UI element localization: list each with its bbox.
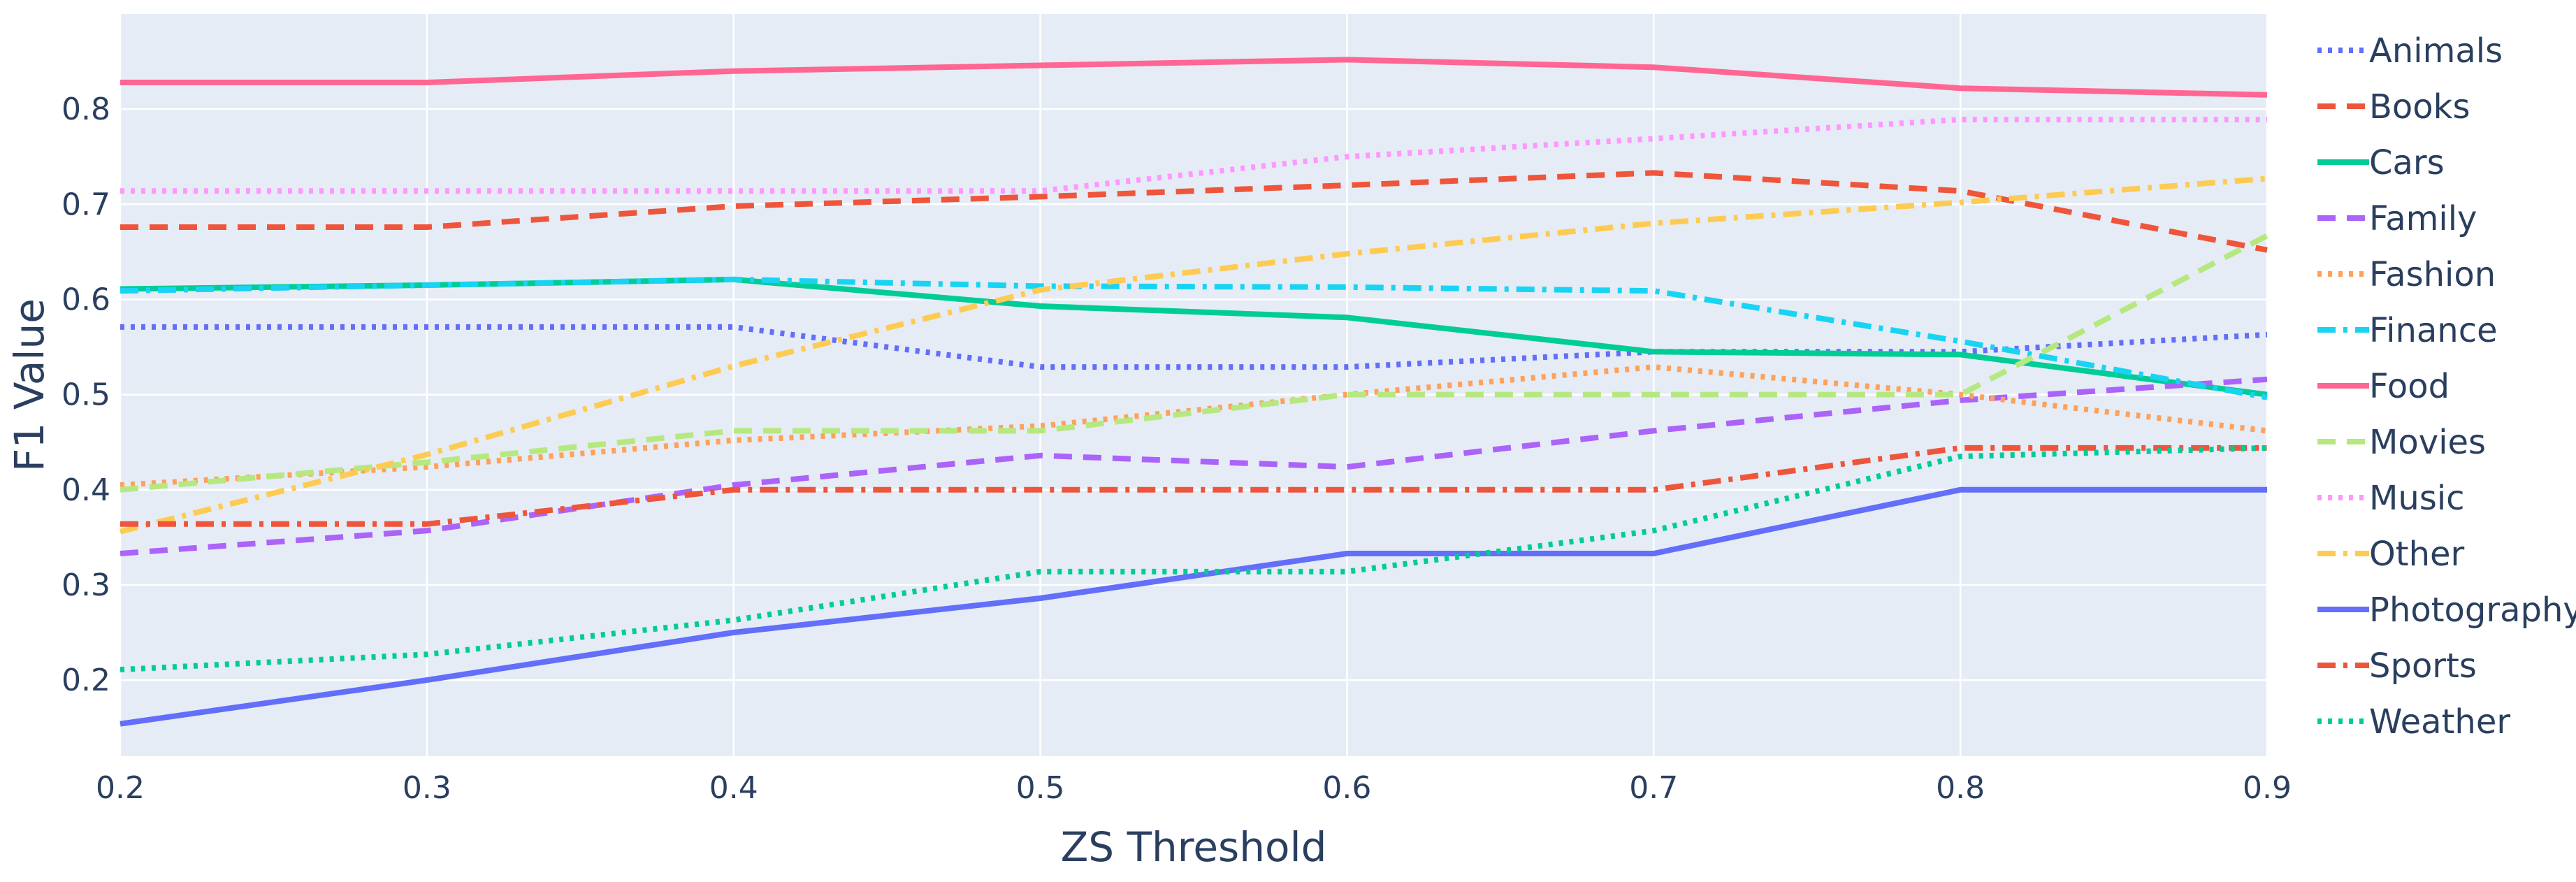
- series-line-food: [120, 57, 2268, 98]
- legend-item-photography[interactable]: Photography: [2317, 591, 2576, 630]
- y-tick-label: 0.3: [61, 567, 110, 603]
- legend-label: Music: [2369, 479, 2465, 518]
- y-tick-label: 0.7: [61, 187, 110, 222]
- series-line-other: [120, 175, 2268, 535]
- legend-item-weather[interactable]: Weather: [2317, 702, 2510, 742]
- legend-item-music[interactable]: Music: [2317, 479, 2465, 518]
- x-tick-label: 0.3: [403, 770, 451, 806]
- series-line-family: [120, 376, 2268, 556]
- legend-label: Family: [2369, 199, 2477, 238]
- series-line-photography: [120, 486, 2267, 727]
- series-line-books: [120, 170, 2268, 253]
- y-axis-title: F1 Value: [6, 298, 53, 472]
- series-line-animals: [120, 324, 2268, 370]
- legend-item-movies[interactable]: Movies: [2317, 423, 2486, 462]
- series-line-movies: [120, 233, 2269, 493]
- legend-item-other[interactable]: Other: [2317, 535, 2465, 574]
- legend-label: Weather: [2369, 702, 2510, 742]
- legend-label: Finance: [2369, 311, 2498, 350]
- series-line-weather: [120, 444, 2268, 673]
- legend-label: Sports: [2369, 646, 2477, 686]
- plot-background: [120, 14, 2267, 756]
- series-lines: [120, 57, 2269, 727]
- x-tick-label: 0.4: [709, 770, 758, 806]
- legend-label: Other: [2369, 535, 2465, 574]
- y-tick-label: 0.4: [61, 472, 110, 508]
- y-tick-label: 0.2: [61, 663, 110, 698]
- legend-label: Animals: [2369, 31, 2503, 71]
- x-axis-title: ZS Threshold: [1061, 823, 1327, 871]
- legend-item-sports[interactable]: Sports: [2317, 646, 2477, 686]
- legend-label: Fashion: [2369, 255, 2496, 294]
- tick-labels: 0.2 0.3 0.4 0.5 0.6 0.7 0.8 0.9 0.2 0.3 0.4 0.5 0.6 0…: [61, 92, 2292, 806]
- legend-item-books[interactable]: Books: [2317, 87, 2470, 126]
- legend-label: Cars: [2369, 143, 2445, 182]
- legend-item-family[interactable]: Family: [2317, 199, 2477, 238]
- series-line-fashion: [120, 364, 2268, 488]
- legend-label: Photography: [2369, 591, 2576, 630]
- series-line-music: [120, 117, 2267, 194]
- y-tick-label: 0.5: [61, 377, 110, 413]
- legend-label: Food: [2369, 367, 2450, 406]
- x-tick-label: 0.7: [1629, 770, 1678, 806]
- series-line-cars: [120, 276, 2268, 398]
- y-tick-label: 0.8: [61, 92, 110, 127]
- legend-item-food[interactable]: Food: [2317, 367, 2450, 406]
- x-tick-label: 0.9: [2243, 770, 2292, 806]
- legend-item-fashion[interactable]: Fashion: [2317, 255, 2496, 294]
- x-tick-label: 0.6: [1322, 770, 1371, 806]
- x-tick-label: 0.8: [1936, 770, 1985, 806]
- legend-label: Movies: [2369, 423, 2486, 462]
- legend-label: Books: [2369, 87, 2470, 126]
- legend-item-animals[interactable]: Animals: [2317, 31, 2503, 71]
- legend-item-finance[interactable]: Finance: [2317, 311, 2498, 350]
- y-tick-label: 0.6: [61, 282, 110, 317]
- legend-item-cars[interactable]: Cars: [2317, 143, 2445, 182]
- legend: Animals Books Cars Family Fashion Finance Food…: [2317, 31, 2576, 742]
- series-line-finance: [120, 276, 2268, 400]
- x-tick-label: 0.2: [96, 770, 145, 806]
- x-tick-label: 0.5: [1016, 770, 1065, 806]
